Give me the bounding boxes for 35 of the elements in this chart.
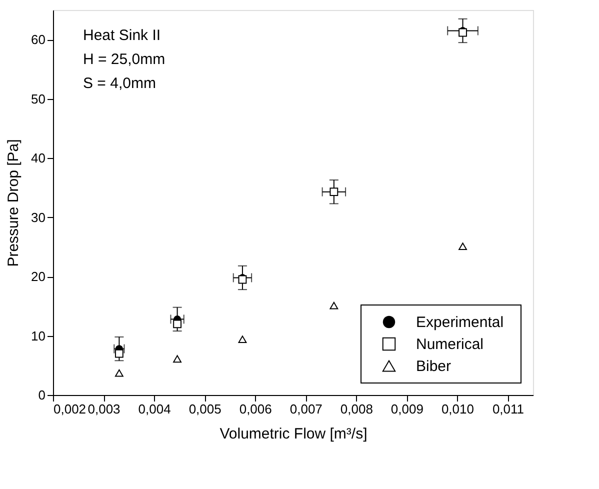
point xyxy=(458,28,467,37)
y-tick-label: 30 xyxy=(31,210,46,225)
x-tick-label: 0,003 xyxy=(88,402,120,416)
x-tick-label: 0,007 xyxy=(290,402,322,416)
y-tick-label: 60 xyxy=(31,32,46,48)
x-tick-label: 0,011 xyxy=(492,402,524,416)
x-tick-label: 0,002 xyxy=(54,402,86,416)
y-tick-label: 10 xyxy=(31,328,46,344)
point xyxy=(458,242,467,250)
point xyxy=(173,355,182,363)
point xyxy=(238,336,247,344)
x-tick-label: 0,008 xyxy=(340,402,373,416)
point xyxy=(114,349,124,358)
legend-label: Experimental xyxy=(416,314,504,331)
x-tick-label: 0,009 xyxy=(390,402,424,416)
point xyxy=(330,188,338,196)
x-tick-label: 0,004 xyxy=(138,402,171,416)
point xyxy=(173,320,182,328)
y-tick-label: 20 xyxy=(31,269,46,284)
point xyxy=(114,369,124,377)
legend-label: Biber xyxy=(416,358,452,375)
legend-label: Numerical xyxy=(416,336,484,353)
y-axis-title: Pressure Drop [Pa] xyxy=(5,139,22,267)
x-tick-label: 0,006 xyxy=(239,402,272,416)
annotation: H = 25,0mm xyxy=(83,51,166,68)
annotation: S = 4,0mm xyxy=(83,75,156,92)
y-tick-label: 0 xyxy=(38,388,46,402)
annotation: Heat Sink II xyxy=(83,27,161,44)
point xyxy=(330,302,338,310)
y-tick-label: 50 xyxy=(31,91,46,106)
y-tick-label: 40 xyxy=(31,150,46,166)
x-axis-title: Volumetric Flow [m³/s] xyxy=(220,426,368,442)
point xyxy=(238,275,247,284)
x-tick-label: 0,010 xyxy=(441,402,474,416)
x-tick-label: 0,005 xyxy=(188,402,222,416)
